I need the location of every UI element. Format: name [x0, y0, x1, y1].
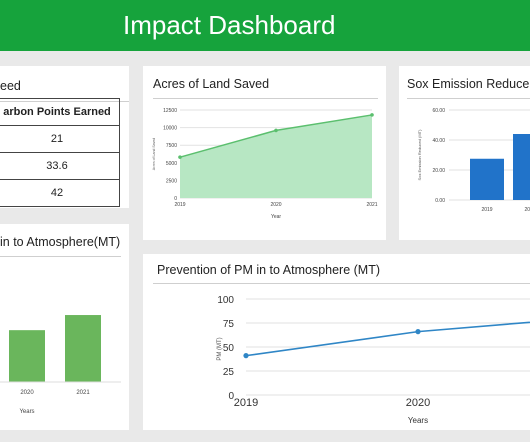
y-tick-label: 0	[228, 391, 234, 402]
sox-emission-chart: 0.00 20.00 40.00 60.00 Sox Emission Reduced …	[417, 108, 530, 213]
land-card-title: Acres of Land Saved	[153, 77, 270, 91]
atmosphere-card-divider	[0, 256, 121, 257]
atmosphere-card-title: in to Atmosphere(MT)	[0, 235, 121, 249]
y-tick-label: 5000	[166, 161, 177, 167]
sox-emission-card: Sox Emission Reduce 0.00 20.00 40.00 60.00 S…	[399, 66, 530, 240]
x-tick-label: 2020	[406, 397, 430, 409]
pm-line-chart: 0 25 50 75 100 2019 2020 Years PM (MT)	[217, 295, 530, 425]
y-tick-label: 75	[223, 319, 235, 330]
area-fill	[180, 114, 372, 198]
y-tick-label: 2500	[166, 178, 177, 184]
x-tick-label: 2020	[524, 207, 530, 213]
app-header: Impact Dashboard	[0, 0, 530, 51]
y-tick-label: 0	[174, 196, 177, 202]
y-tick-label: 20.00	[432, 168, 445, 174]
land-saved-card: Acres of Land Saved 0 2500 5000 7500 10000 12…	[143, 66, 386, 240]
carbon-points-cell: 42	[0, 179, 120, 207]
pm-card-title: Prevention of PM in to Atmosphere (MT)	[157, 263, 381, 277]
data-point	[274, 128, 278, 133]
x-axis-label: Years	[408, 416, 428, 425]
y-axis-label: Sox Emission Reduced (MT)	[417, 129, 422, 181]
land-card-divider	[153, 98, 378, 99]
x-tick-label: 2020	[20, 390, 34, 396]
dashboard-title: Impact Dashboard	[123, 10, 336, 40]
carbon-points-cell: 33.6	[0, 152, 120, 180]
atmosphere-card: in to Atmosphere(MT) 2020 2021 Years	[0, 224, 129, 430]
y-tick-label: 10000	[163, 126, 177, 132]
x-tick-label: 2019	[481, 207, 492, 213]
data-point	[370, 113, 374, 117]
x-tick-label: 2020	[270, 202, 281, 208]
bar	[470, 158, 504, 200]
x-axis-label: Years	[19, 409, 34, 415]
x-tick-label: 2019	[174, 202, 185, 208]
data-point	[178, 155, 182, 159]
bar	[9, 330, 45, 382]
sox-card-title: Sox Emission Reduce	[407, 77, 530, 91]
y-tick-label: 40.00	[432, 138, 445, 144]
y-tick-label: 0.00	[435, 198, 445, 204]
bar	[513, 134, 530, 200]
land-saved-chart: 0 2500 5000 7500 10000 12500 2019 2020 2021 Year A…	[152, 108, 378, 220]
bar	[65, 315, 101, 382]
y-axis-label: PM (MT)	[217, 337, 223, 360]
atmosphere-bar-chart: 2020 2021 Years	[0, 315, 121, 415]
x-axis-label: Year	[271, 214, 281, 220]
carbon-points-header: arbon Points Earned	[0, 98, 120, 126]
pm-prevention-card: Prevention of PM in to Atmosphere (MT) 0…	[143, 254, 530, 430]
y-tick-label: 50	[223, 343, 235, 354]
carbon-points-cell: 21	[0, 125, 120, 153]
x-tick-label: 2021	[76, 390, 90, 396]
y-tick-label: 100	[217, 295, 234, 306]
y-tick-label: 7500	[166, 143, 177, 149]
y-tick-label: 60.00	[432, 108, 445, 114]
x-tick-label: 2021	[366, 202, 377, 208]
carbon-points-table: arbon Points Earned 21 33.6 42	[0, 98, 120, 207]
x-tick-label: 2019	[234, 397, 258, 409]
data-point	[415, 329, 421, 335]
y-axis-label: Acres of Land Saved	[152, 138, 156, 171]
y-tick-label: 12500	[163, 108, 177, 114]
carbon-card-title: eed	[0, 79, 21, 93]
pm-card-divider	[153, 283, 530, 284]
data-point	[243, 353, 249, 359]
y-tick-label: 25	[223, 367, 235, 378]
sox-card-divider	[407, 98, 530, 99]
carbon-points-card: eed arbon Points Earned 21 33.6 42	[0, 66, 129, 208]
